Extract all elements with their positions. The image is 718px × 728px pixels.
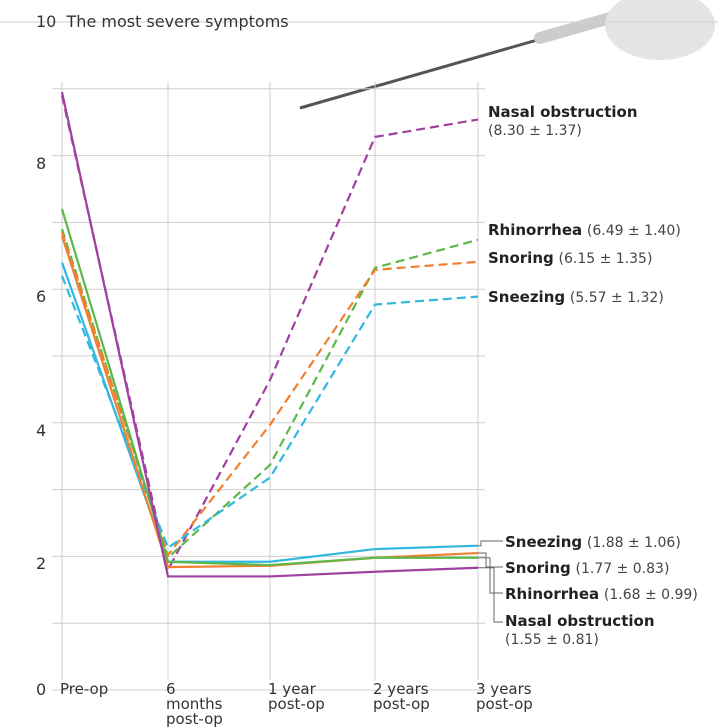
- legend-stat: (8.30 ± 1.37): [488, 123, 582, 139]
- legend-stat: (1.88 ± 1.06): [587, 535, 681, 551]
- legend-name: Snoring: [505, 559, 571, 577]
- leader-line: [478, 558, 503, 593]
- series-label: Snoring (1.77 ± 0.83): [505, 559, 669, 578]
- y-tick-label: 8: [36, 156, 46, 172]
- syringe-decoration: [300, 0, 715, 108]
- legend-stat: (6.15 ± 1.35): [559, 251, 653, 267]
- legend-name: Nasal obstruction: [488, 103, 638, 121]
- legend-name: Rhinorrhea: [488, 221, 582, 239]
- y-tick-label: 2: [36, 556, 46, 572]
- leader-line: [478, 541, 503, 546]
- x-tick-label: 2 years post-op: [373, 682, 437, 712]
- y-tick-label: 0: [36, 682, 46, 698]
- legend-stat: (1.77 ± 0.83): [576, 561, 670, 577]
- y-tick-label: 4: [36, 423, 46, 439]
- legend-stat: (1.68 ± 0.99): [604, 587, 698, 603]
- series-label: Sneezing (1.88 ± 1.06): [505, 533, 681, 552]
- series-label: Nasal obstruction (1.55 ± 0.81): [505, 612, 655, 649]
- x-tick-label: 6 months post-op: [166, 682, 230, 727]
- series-label: Nasal obstruction (8.30 ± 1.37): [488, 103, 638, 140]
- legend-name: Snoring: [488, 249, 554, 267]
- series-label: Sneezing (5.57 ± 1.32): [488, 288, 664, 307]
- legend-stat: (6.49 ± 1.40): [587, 223, 681, 239]
- legend-stat: (1.55 ± 0.81): [505, 632, 599, 648]
- series-label: Rhinorrhea (6.49 ± 1.40): [488, 221, 681, 240]
- series-label: Snoring (6.15 ± 1.35): [488, 249, 652, 268]
- title: 10 The most severe symptoms: [36, 14, 289, 30]
- legend-name: Sneezing: [505, 533, 582, 551]
- legend-name: Nasal obstruction: [505, 612, 655, 630]
- y-tick-label: 6: [36, 289, 46, 305]
- chart-title: The most severe symptoms: [67, 12, 289, 31]
- legend-name: Sneezing: [488, 288, 565, 306]
- y-tick-label-10: 10: [36, 12, 56, 31]
- legend-stat: (5.57 ± 1.32): [570, 290, 664, 306]
- x-tick-label: 3 years post-op: [476, 682, 540, 712]
- x-tick-label: Pre-op: [60, 682, 124, 697]
- chart: 10 The most severe symptoms 02468Pre-op6…: [0, 0, 718, 722]
- x-tick-label: 1 year post-op: [268, 682, 332, 712]
- legend-name: Rhinorrhea: [505, 585, 599, 603]
- series-label: Rhinorrhea (1.68 ± 0.99): [505, 585, 698, 604]
